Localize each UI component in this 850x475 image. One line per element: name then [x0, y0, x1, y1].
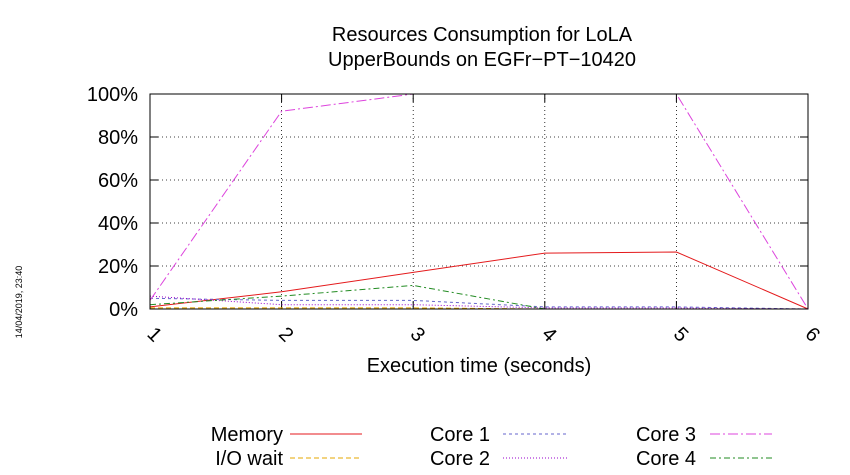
series-lines [149, 93, 809, 310]
x-tick-label: 1 [143, 323, 166, 346]
legend-label-core-4: Core 4 [636, 448, 696, 470]
x-tick-label: 4 [537, 323, 560, 346]
legend-label-core-2: Core 2 [430, 448, 490, 470]
timestamp-label: 14/04/2019, 23:40 [14, 266, 24, 339]
x-tick-label: 5 [669, 323, 692, 346]
series-line-memory [149, 251, 809, 310]
y-tick-label: 60% [98, 170, 138, 192]
chart-title-line-1: Resources Consumption for LoLA [332, 24, 633, 46]
y-tick-label: 40% [98, 213, 138, 235]
y-tick-label: 80% [98, 127, 138, 149]
x-tick-label: 6 [801, 323, 824, 346]
series-line-core-4 [149, 284, 808, 310]
chart-title-line-2: UpperBounds on EGFr−PT−10420 [328, 49, 636, 71]
legend-label-memory: Memory [211, 424, 283, 446]
x-tick-label: 3 [406, 323, 429, 346]
x-tick-label: 2 [274, 323, 297, 346]
legend-label-i-o-wait: I/O wait [215, 448, 283, 470]
series-line-core-1 [149, 297, 809, 310]
legend-label-core-3: Core 3 [636, 424, 696, 446]
y-tick-label: 20% [98, 256, 138, 278]
y-axis-ticks: 0% 20% 40% 60% 80% 100% [87, 84, 808, 321]
plot-frame [149, 93, 809, 310]
series-line-core-3 [149, 93, 809, 310]
x-axis-label: Execution time (seconds) [367, 355, 592, 377]
y-tick-label: 100% [87, 84, 138, 106]
legend-label-core-1: Core 1 [430, 424, 490, 446]
grid-lines [150, 94, 808, 309]
y-tick-label: 0% [109, 299, 138, 321]
